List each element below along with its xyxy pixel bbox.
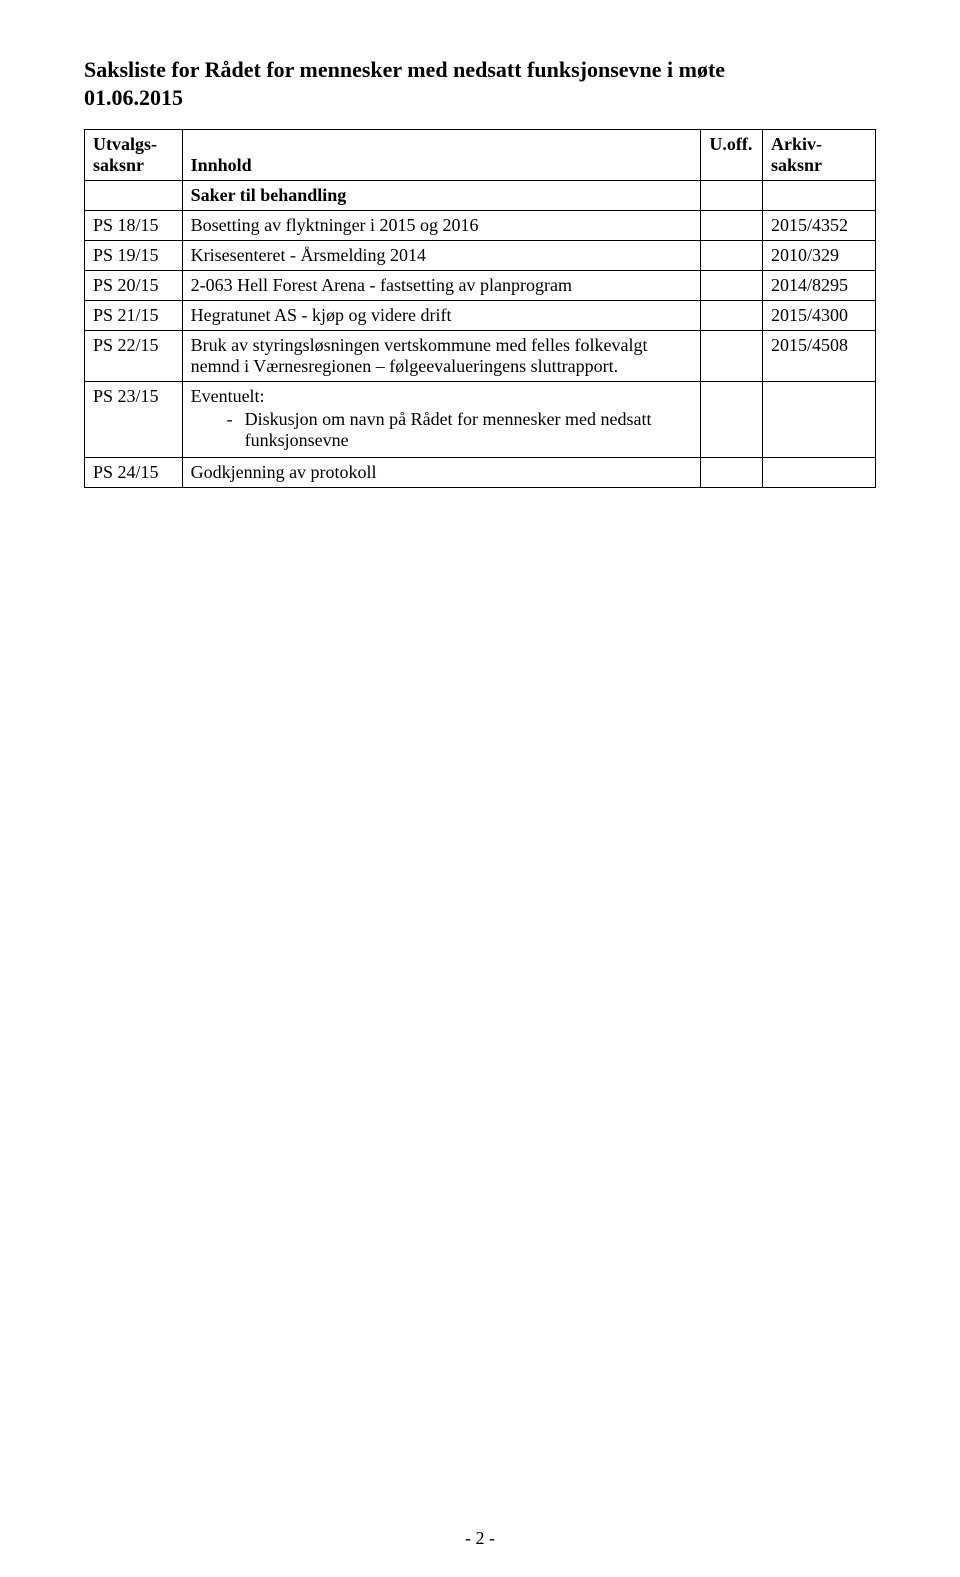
cell-uoff [701,271,763,301]
eventuelt-label: Eventuelt: [191,386,265,406]
th-utvalg-l1: Utvalgs- [93,134,157,154]
cell-innhold: 2-063 Hell Forest Arena - fastsetting av… [182,271,701,301]
cell-uoff [701,211,763,241]
cell-arkiv [762,382,875,458]
th-innhold-text: Innhold [191,155,252,175]
cell-uoff [701,331,763,382]
th-uoff-text: U.off. [709,134,752,154]
section-cell-title: Saker til behandling [182,181,701,211]
title-line-1: Saksliste for Rådet for mennesker med ne… [84,57,725,82]
th-utvalg-l2: saksnr [93,155,144,175]
th-utvalgssaksnr: Utvalgs- saksnr [85,130,183,181]
section-header-row: Saker til behandling [85,181,876,211]
section-cell-empty-3 [762,181,875,211]
table-row-eventuelt: PS 23/15 Eventuelt: Diskusjon om navn på… [85,382,876,458]
section-cell-empty-1 [85,181,183,211]
cell-innhold: Bosetting av flyktninger i 2015 og 2016 [182,211,701,241]
table-row: PS 21/15 Hegratunet AS - kjøp og videre … [85,301,876,331]
table-row: PS 20/15 2-063 Hell Forest Arena - fasts… [85,271,876,301]
cell-saksnr: PS 22/15 [85,331,183,382]
th-innhold: Innhold [182,130,701,181]
cell-arkiv: 2015/4508 [762,331,875,382]
eventuelt-bullet: Diskusjon om navn på Rådet for mennesker… [227,409,693,451]
cell-uoff [701,241,763,271]
section-cell-empty-2 [701,181,763,211]
cell-saksnr: PS 21/15 [85,301,183,331]
document-title: Saksliste for Rådet for mennesker med ne… [84,56,876,111]
cell-innhold: Hegratunet AS - kjøp og videre drift [182,301,701,331]
th-arkiv-l2: saksnr [771,155,822,175]
table-row: PS 18/15 Bosetting av flyktninger i 2015… [85,211,876,241]
cell-arkiv: 2015/4352 [762,211,875,241]
cell-saksnr: PS 18/15 [85,211,183,241]
eventuelt-list: Diskusjon om navn på Rådet for mennesker… [191,409,693,451]
table-row: PS 22/15 Bruk av styringsløsningen verts… [85,331,876,382]
cell-innhold: Krisesenteret - Årsmelding 2014 [182,241,701,271]
cell-arkiv: 2014/8295 [762,271,875,301]
title-line-2: 01.06.2015 [84,85,183,110]
cell-uoff [701,382,763,458]
page: Saksliste for Rådet for mennesker med ne… [0,0,960,1577]
cell-arkiv [762,458,875,488]
cell-saksnr: PS 20/15 [85,271,183,301]
cell-innhold-eventuelt: Eventuelt: Diskusjon om navn på Rådet fo… [182,382,701,458]
th-arkiv-l1: Arkiv- [771,134,822,154]
th-uoff: U.off. [701,130,763,181]
table-header-row: Utvalgs- saksnr Innhold U.off. Arkiv- sa… [85,130,876,181]
cell-innhold: Bruk av styringsløsningen vertskommune m… [182,331,701,382]
page-number: - 2 - [0,1528,960,1549]
cell-saksnr: PS 23/15 [85,382,183,458]
cell-saksnr: PS 19/15 [85,241,183,271]
table-row: PS 24/15 Godkjenning av protokoll [85,458,876,488]
cell-arkiv: 2015/4300 [762,301,875,331]
saksliste-table: Utvalgs- saksnr Innhold U.off. Arkiv- sa… [84,129,876,488]
cell-saksnr: PS 24/15 [85,458,183,488]
table-row: PS 19/15 Krisesenteret - Årsmelding 2014… [85,241,876,271]
section-header-text: Saker til behandling [191,185,347,205]
cell-uoff [701,301,763,331]
cell-uoff [701,458,763,488]
cell-innhold: Godkjenning av protokoll [182,458,701,488]
cell-arkiv: 2010/329 [762,241,875,271]
th-arkivsaksnr: Arkiv- saksnr [762,130,875,181]
